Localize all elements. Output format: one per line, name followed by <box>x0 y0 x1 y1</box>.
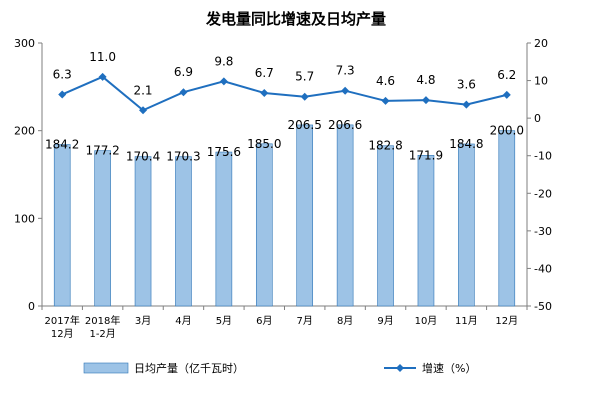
growth-value-label: 7.3 <box>336 64 355 78</box>
x-tick-label: 5月 <box>216 315 232 327</box>
legend-bar-swatch <box>83 362 129 374</box>
growth-rate-point <box>462 100 471 109</box>
right-tick-label: -40 <box>534 262 552 275</box>
bar-daily-output <box>458 143 475 307</box>
bar-value-label: 170.4 <box>126 150 160 164</box>
bar-value-label: 177.2 <box>85 144 119 158</box>
growth-value-label: 9.8 <box>214 54 233 68</box>
x-tick-label: 10月 <box>415 315 438 327</box>
growth-value-label: 4.6 <box>376 74 395 88</box>
growth-rate-point <box>139 106 148 115</box>
legend-line-label: 增速（%） <box>422 361 476 375</box>
right-tick-label: -30 <box>534 225 552 238</box>
right-tick-label: 20 <box>534 37 548 50</box>
x-tick-label: 4月 <box>175 315 191 327</box>
growth-rate-point <box>341 86 350 95</box>
growth-rate-line <box>61 75 508 112</box>
x-tick-label: 9月 <box>377 315 393 327</box>
bar-daily-output <box>377 145 394 307</box>
bar-value-label: 184.8 <box>449 137 483 151</box>
x-tick-label: 12月 <box>51 328 74 340</box>
bar-daily-output <box>417 155 435 307</box>
bar-daily-output <box>175 156 192 307</box>
chart-title: 发电量同比增速及日均产量 <box>205 10 386 28</box>
bar-daily-output <box>336 124 354 307</box>
bar-value-label: 206.6 <box>328 118 362 132</box>
growth-rate-point <box>381 96 390 105</box>
growth-value-label: 5.7 <box>295 70 314 84</box>
growth-value-label: 4.8 <box>416 73 435 87</box>
left-tick-label: 0 <box>28 300 35 313</box>
x-tick-label: 2017年 <box>44 314 79 327</box>
left-tick-label: 100 <box>14 212 35 225</box>
x-tick-label: 1-2月 <box>89 328 115 340</box>
left-tick-label: 200 <box>14 125 35 138</box>
growth-rate-point <box>421 96 430 105</box>
growth-value-label: 6.3 <box>53 67 72 81</box>
x-tick-label: 8月 <box>337 315 353 327</box>
x-tick-label: 7月 <box>297 315 313 327</box>
legend: 日均产量（亿千瓦时） 增速（%） <box>83 361 476 375</box>
bar-daily-output <box>215 151 233 307</box>
bar-value-label: 184.2 <box>45 138 79 152</box>
right-tick-label: -50 <box>534 300 552 313</box>
bar-value-label: 182.8 <box>368 139 402 153</box>
bar-daily-output <box>53 144 71 307</box>
bar-daily-output <box>94 150 111 307</box>
bar-value-label: 206.5 <box>288 118 322 132</box>
bar-daily-output <box>296 124 314 307</box>
right-tick-label: 0 <box>534 112 541 125</box>
x-tick-label: 2018年 <box>85 314 120 327</box>
bar-value-label: 170.3 <box>166 150 200 164</box>
growth-rate-point <box>219 77 228 86</box>
bar-value-label: 200.0 <box>490 124 524 138</box>
growth-rate-point <box>179 88 188 97</box>
bar-daily-output <box>134 156 152 307</box>
growth-value-label: 6.9 <box>174 65 193 79</box>
bar-value-label: 185.0 <box>247 137 281 151</box>
legend-line-marker <box>396 364 404 372</box>
bar-daily-output <box>255 143 273 307</box>
growth-value-label: 6.2 <box>497 68 516 82</box>
x-tick-label: 12月 <box>495 315 518 327</box>
growth-value-label: 11.0 <box>89 50 116 64</box>
growth-value-label: 6.7 <box>255 66 274 80</box>
growth-rate-point <box>260 88 269 97</box>
growth-rate-point <box>300 92 309 101</box>
bar-daily-output <box>498 130 516 307</box>
growth-value-label: 3.6 <box>457 78 476 92</box>
right-tick-label: -20 <box>534 187 552 200</box>
x-tick-label: 6月 <box>256 315 272 327</box>
bar-value-label: 175.6 <box>207 145 241 159</box>
right-tick-label: -10 <box>534 150 552 163</box>
growth-value-label: 2.1 <box>133 83 152 97</box>
right-tick-label: 10 <box>534 75 548 88</box>
x-tick-label: 11月 <box>455 315 478 327</box>
x-tick-label: 3月 <box>135 315 151 327</box>
growth-rate-point <box>58 90 67 99</box>
plot-area: 0100200300-50-40-30-20-10010202017年12月20… <box>14 37 552 340</box>
legend-bar-label: 日均产量（亿千瓦时） <box>134 361 244 375</box>
bar-value-label: 171.9 <box>409 148 443 162</box>
left-tick-label: 300 <box>14 37 35 50</box>
growth-rate-point <box>502 90 511 99</box>
growth-rate-point <box>98 72 107 81</box>
